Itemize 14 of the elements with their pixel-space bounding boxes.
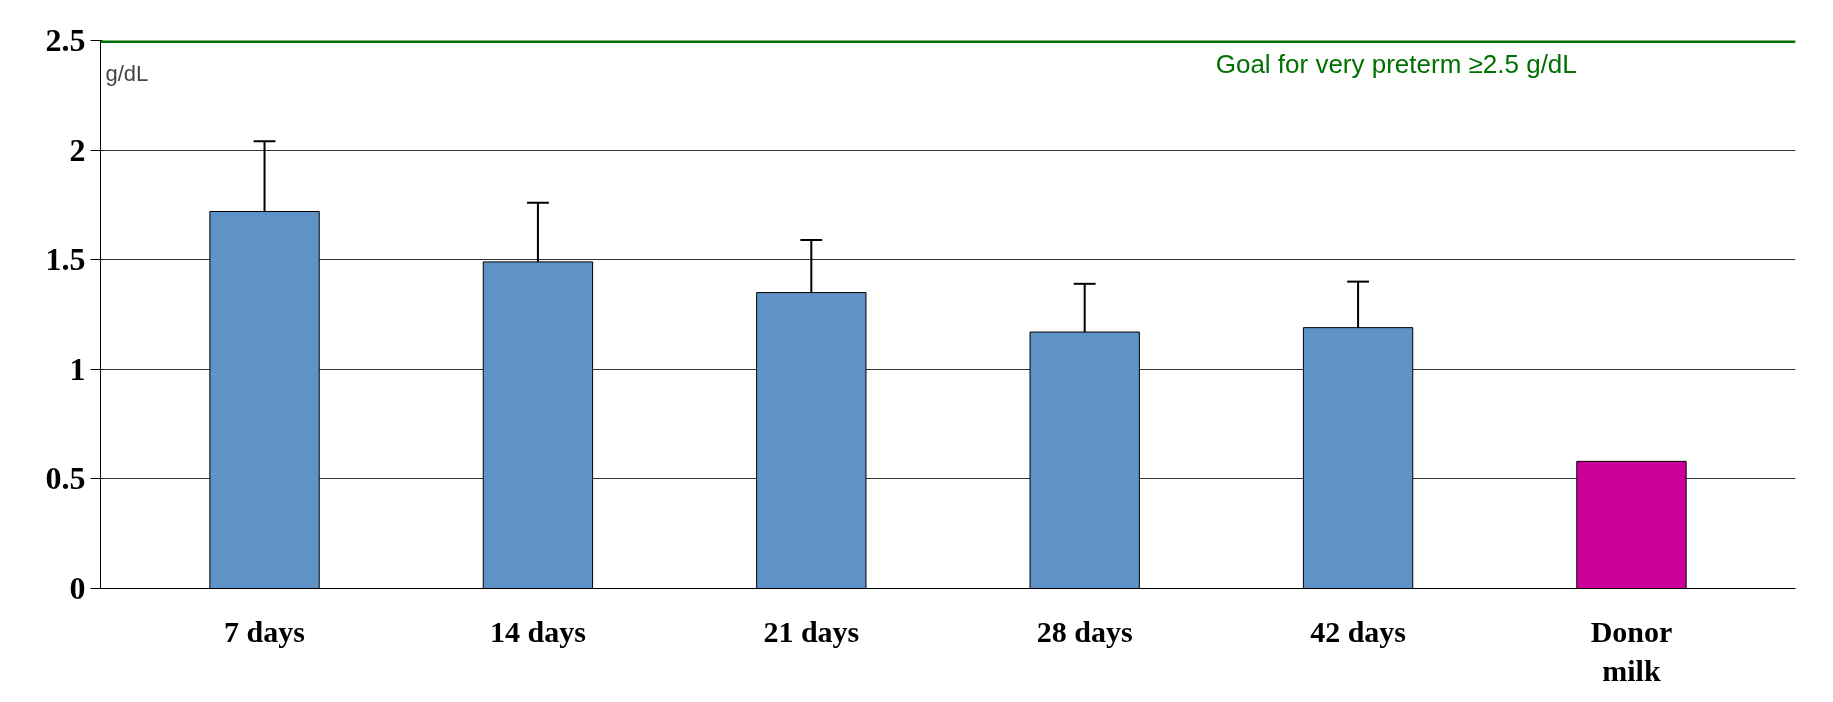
y-tick-label: 1.5 — [45, 241, 86, 278]
y-tick-label: 2 — [69, 131, 86, 168]
y-axis-title: g/dL — [105, 60, 149, 86]
x-tick-label: 14 days — [489, 614, 586, 648]
y-tick-label: 2.5 — [45, 22, 86, 58]
x-tick-label: 7 days — [224, 614, 305, 648]
x-tick-label: 21 days — [763, 614, 860, 648]
x-tick-label: 42 days — [1310, 614, 1407, 648]
y-tick-label: 1 — [69, 350, 86, 387]
y-tick-label: 0 — [69, 570, 86, 606]
y-tick-label: 0.5 — [45, 460, 86, 497]
ref-line-label: Goal for very preterm ≥2.5 g/dL — [1215, 48, 1577, 79]
x-tick-label: 28 days — [1036, 614, 1133, 648]
x-tick-label: Donor milk — [1590, 614, 1673, 688]
